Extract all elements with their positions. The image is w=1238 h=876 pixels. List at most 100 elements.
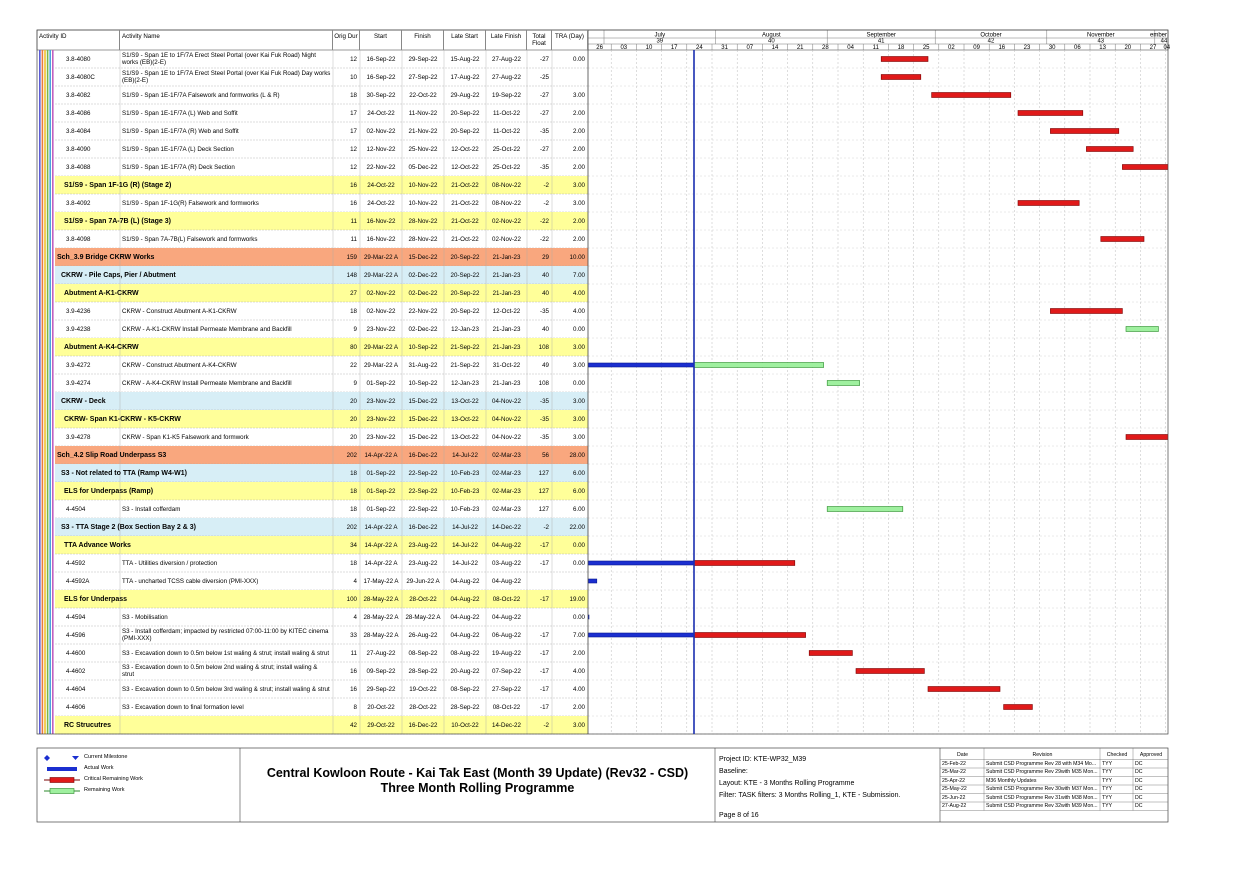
start: 28-May-22 A — [363, 631, 399, 639]
name: S3 - Mobilisation — [122, 613, 168, 621]
late-start: 28-Sep-22 — [450, 703, 480, 711]
day-label: 02 — [948, 45, 955, 51]
bar-group — [1003, 704, 1033, 710]
revision-header: Checked — [1106, 752, 1128, 758]
total-float: 108 — [538, 343, 549, 351]
finish: 21-Nov-22 — [408, 127, 438, 135]
legend-milestone — [44, 755, 50, 761]
late-finish: 19-Aug-22 — [492, 649, 521, 657]
late-finish: 02-Mar-23 — [492, 505, 521, 513]
orig-dur: 34 — [350, 541, 357, 549]
start: 14-Apr-22 A — [364, 451, 398, 459]
late-start: 04-Aug-22 — [450, 631, 480, 639]
orig-dur: 16 — [350, 685, 357, 693]
critical-remaining-bar — [693, 560, 796, 566]
remaining-bar — [826, 506, 904, 512]
late-finish: 21-Jan-23 — [492, 379, 521, 387]
bar-group — [1017, 110, 1084, 116]
late-finish: 08-Nov-22 — [492, 181, 521, 189]
id: 3.8-4080 — [66, 55, 91, 63]
wbs-name: RC Strucutres — [64, 721, 112, 729]
finish: 23-Aug-22 — [408, 541, 438, 549]
orig-dur: 17 — [350, 109, 357, 117]
revision-cell: DC — [1135, 760, 1143, 767]
tra: 0.00 — [572, 55, 585, 63]
total-float: 40 — [542, 325, 549, 333]
name: CKRW - A-K4-CKRW Install Permeate Membra… — [122, 379, 292, 387]
id: 3.8-4084 — [66, 127, 91, 135]
revision-cell: Submit CSD Programme Rev 30with M37 Mon.… — [986, 786, 1098, 792]
start: 22-Nov-22 — [366, 163, 396, 171]
row-band — [55, 464, 588, 482]
wbs-stripe — [49, 50, 51, 734]
critical-remaining-bar — [1017, 110, 1084, 116]
orig-dur: 22 — [350, 361, 357, 369]
day-label: 23 — [1024, 45, 1031, 51]
orig-dur: 18 — [350, 559, 357, 567]
late-start: 10-Feb-23 — [450, 469, 480, 477]
tra: 0.00 — [572, 613, 585, 621]
revision-cell: Submit CSD Programme Rev 29with M35 Mon.… — [986, 769, 1098, 775]
late-start: 17-Aug-22 — [450, 73, 480, 81]
tra: 28.00 — [569, 451, 585, 459]
tra: 2.00 — [572, 109, 585, 117]
bar-group — [1050, 128, 1120, 134]
total-float — [527, 572, 552, 590]
total-float: -35 — [540, 433, 549, 441]
name: CKRW - Span K1-K5 Falsework and formwork — [122, 433, 249, 441]
start: 24-Oct-22 — [367, 181, 395, 189]
day-label: 24 — [696, 45, 703, 51]
late-finish: 04-Aug-22 — [492, 613, 521, 621]
tra: 22.00 — [569, 523, 585, 531]
bar-group — [855, 668, 925, 674]
column-header: Activity ID — [37, 30, 120, 50]
late-start: 20-Sep-22 — [450, 109, 480, 117]
finish: 29-Jun-22 A — [406, 577, 440, 585]
late-finish: 31-Oct-22 — [492, 361, 521, 369]
tra — [552, 68, 588, 86]
orig-dur: 18 — [350, 307, 357, 315]
finish: 02-Dec-22 — [408, 325, 438, 333]
late-finish: 27-Aug-22 — [492, 55, 521, 63]
tra: 2.00 — [572, 649, 585, 657]
id: 3.9-4272 — [66, 361, 91, 369]
row-band — [55, 284, 588, 302]
total-float: -22 — [540, 217, 549, 225]
critical-remaining-bar — [855, 668, 925, 674]
late-start: 12-Oct-22 — [451, 145, 479, 153]
late-start: 21-Sep-22 — [450, 343, 480, 351]
name: S3 - Install cofferdam — [122, 505, 181, 513]
period-label: 39 — [656, 39, 663, 45]
start: 12-Nov-22 — [366, 145, 396, 153]
orig-dur: 18 — [350, 91, 357, 99]
start: 02-Nov-22 — [366, 289, 396, 297]
legend-remaining — [49, 788, 75, 794]
row-band — [55, 338, 588, 356]
id: 3.9-4274 — [66, 379, 91, 387]
late-finish: 25-Oct-22 — [492, 145, 521, 153]
orig-dur: 4 — [353, 613, 357, 621]
column-header: Orig Dur — [333, 30, 360, 50]
tra: 3.00 — [572, 91, 585, 99]
total-float: -27 — [540, 109, 549, 117]
day-label: 06 — [1074, 45, 1081, 51]
revision-cell: 25-Jun-22 — [942, 794, 966, 801]
total-float: -17 — [540, 685, 549, 693]
column-header: Activity Name — [120, 30, 333, 50]
column-header: Start — [360, 30, 402, 50]
id: 3.8-4088 — [66, 163, 91, 171]
remaining-bar — [826, 380, 860, 386]
total-float: -35 — [540, 163, 549, 171]
row-band — [55, 176, 588, 194]
month-label: September — [867, 33, 896, 39]
start: 17-May-22 A — [363, 577, 399, 585]
revision-cell: 25-Mar-22 — [942, 769, 966, 775]
remaining-bar — [693, 362, 824, 368]
bar-group — [826, 506, 904, 512]
late-finish: 14-Dec-22 — [492, 721, 521, 729]
total-float: -27 — [540, 55, 549, 63]
month-label: ember — [1150, 33, 1167, 39]
late-start: 12-Jan-23 — [451, 325, 479, 333]
tra: 0.00 — [572, 379, 585, 387]
revision-cell: TYY — [1102, 777, 1113, 784]
